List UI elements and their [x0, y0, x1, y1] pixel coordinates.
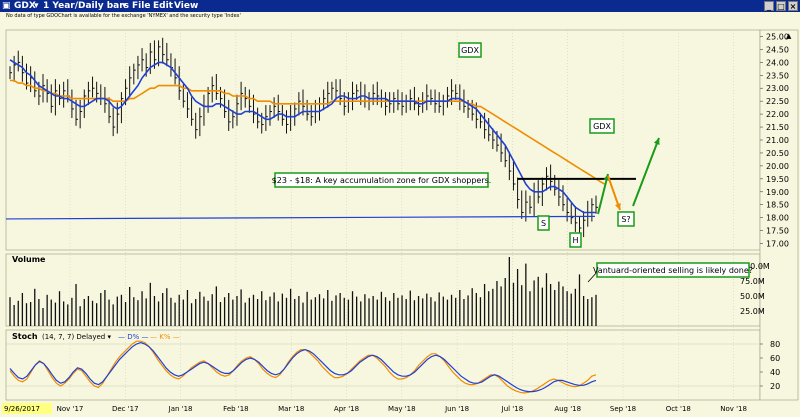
arrow-down-head: [615, 203, 621, 210]
x-tick-label: Nov '18: [720, 405, 747, 413]
price-y-label: 20.50: [766, 149, 789, 158]
price-y-label: 17.50: [766, 227, 789, 236]
stoch-legend-k: — K% —: [150, 333, 180, 341]
volume-annotation-box: [596, 262, 750, 278]
neckline: [5, 215, 596, 220]
price-y-label: 18.50: [766, 201, 789, 210]
gdx-label-top-box: [458, 42, 482, 58]
price-y-label: 18.00: [766, 214, 789, 223]
x-tick-label: Dec '17: [112, 405, 139, 413]
symbol-dropdown-icon[interactable]: ▾: [34, 1, 39, 11]
head-label-box: [569, 232, 582, 248]
x-tick-label: Sep '18: [610, 405, 636, 413]
minimize-button[interactable]: _: [764, 1, 774, 11]
stoch-y-label: 20: [770, 382, 780, 391]
volume-y-label: 100.0M: [740, 262, 770, 271]
arrow-up-1-head: [603, 174, 610, 181]
x-tick-label: Oct '18: [666, 405, 691, 413]
x-tick-label: May '18: [388, 405, 416, 413]
price-y-label: 23.00: [766, 84, 789, 93]
x-tick-label: Aug '18: [554, 405, 581, 413]
stoch-y-label: 40: [770, 368, 780, 377]
title-bar: ▣ GDX ▾ 1 Year/Daily bars ▾ File Edit Vi…: [0, 0, 800, 12]
left-shoulder-label-box: [537, 215, 550, 231]
right-shoulder-label-box: [617, 211, 635, 227]
x-start-highlight: [2, 403, 52, 414]
head-label: H: [572, 236, 578, 245]
x-tick-label: Jan '18: [168, 405, 193, 413]
x-tick-label: Mar '18: [278, 405, 304, 413]
arrow-up-2-head: [653, 138, 660, 145]
period-label[interactable]: 1 Year/Daily bars: [43, 1, 130, 11]
scroll-up-icon: ▲: [786, 32, 792, 40]
app-icon: ▣: [2, 1, 11, 11]
price-y-label: 23.50: [766, 71, 789, 80]
x-tick-label: Apr '18: [334, 405, 359, 413]
gdx-label-top: GDX: [461, 46, 479, 55]
gdx-label-right: GDX: [593, 122, 611, 131]
period-dropdown-icon[interactable]: ▾: [122, 1, 127, 11]
stoch-legend-d: — D% —: [118, 333, 149, 341]
menu-view[interactable]: View: [174, 1, 199, 11]
volume-panel-title: Volume: [12, 255, 46, 264]
zone-annotation: $23 - $18: A key accumulation zone for G…: [272, 176, 492, 185]
price-y-label: 17.00: [766, 240, 789, 249]
volume-y-label: 50.0M: [740, 292, 765, 301]
volume-annotation: Vantuard-oriented selling is likely done…: [593, 266, 753, 275]
symbol-label[interactable]: GDX: [14, 1, 36, 11]
data-notice: No data of type GDOChart is available fo…: [6, 13, 241, 19]
x-tick-label: Feb '18: [223, 405, 248, 413]
y-axis-panel: [759, 29, 799, 401]
gdx-label-right-box: [589, 118, 615, 134]
price-y-label: 22.00: [766, 110, 789, 119]
x-tick-label: Nov '17: [57, 405, 84, 413]
x-tick-label: Jul '18: [501, 405, 524, 413]
arrow-up-1: [597, 173, 609, 215]
ma-fast-line: [9, 59, 596, 214]
stoch-d-line: [9, 341, 597, 393]
x-start-label: 9/26/2017: [4, 405, 40, 413]
price-y-label: 25.00: [766, 32, 789, 41]
volume-y-label: 75.0M: [740, 277, 765, 286]
stoch-y-label: 80: [770, 340, 780, 349]
maximize-button[interactable]: □: [776, 1, 786, 11]
price-y-label: 22.50: [766, 97, 789, 106]
close-button[interactable]: ×: [788, 1, 798, 11]
left-shoulder-label: S: [541, 219, 546, 228]
price-y-label: 21.00: [766, 136, 789, 145]
price-y-label: 19.00: [766, 188, 789, 197]
price-y-label: 21.50: [766, 123, 789, 132]
price-y-label: 20.00: [766, 162, 789, 171]
price-y-label: 19.50: [766, 175, 789, 184]
stoch-params: (14, 7, 7) Delayed ▾: [42, 333, 111, 341]
volume-y-label: 25.0M: [740, 307, 765, 316]
arrow-up-2: [632, 137, 660, 207]
x-tick-label: Jun '18: [444, 405, 469, 413]
ma-slow-line: [10, 79, 605, 185]
right-shoulder-label: S?: [621, 215, 630, 224]
price-y-label: 24.00: [766, 58, 789, 67]
menu-file[interactable]: File: [132, 1, 151, 11]
price-y-label: 24.50: [766, 45, 789, 54]
stoch-panel-title: Stoch: [12, 332, 38, 341]
stoch-y-label: 60: [770, 354, 780, 363]
menu-edit[interactable]: Edit: [153, 1, 173, 11]
zone-annotation-box: [274, 172, 489, 188]
